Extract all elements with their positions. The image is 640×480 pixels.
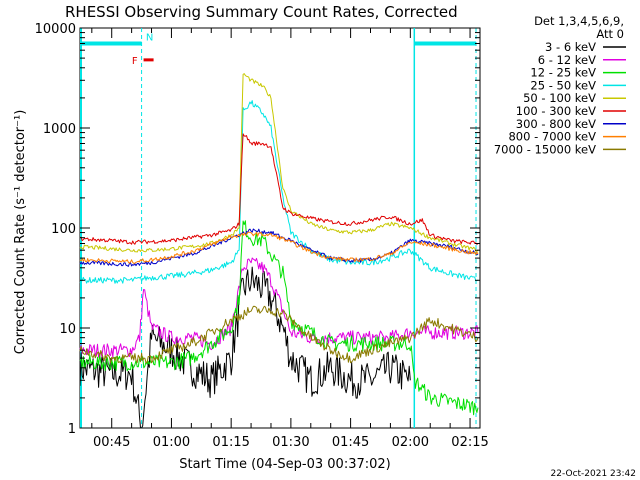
series-line-6 bbox=[79, 133, 479, 245]
y-tick-label: 100 bbox=[51, 222, 76, 237]
x-tick-label: 00:45 bbox=[93, 435, 130, 450]
legend-label: 12 - 25 keV bbox=[530, 66, 596, 80]
x-tick-label: 01:30 bbox=[272, 435, 309, 450]
date-stamp: 22-Oct-2021 23:42 bbox=[551, 469, 636, 479]
chart-title: RHESSI Observing Summary Count Rates, Co… bbox=[65, 3, 458, 21]
series-line-5 bbox=[79, 73, 479, 253]
x-axis-label: Start Time (04-Sep-03 00:37:02) bbox=[179, 457, 390, 472]
x-tick-label: 01:00 bbox=[153, 435, 190, 450]
series-line-4 bbox=[79, 100, 479, 284]
legend-label: 7000 - 15000 keV bbox=[494, 142, 596, 156]
x-tick-label: 01:45 bbox=[332, 435, 369, 450]
legend-header-detectors: Det 1,3,4,5,6,9, bbox=[534, 14, 624, 28]
legend-label: 300 - 800 keV bbox=[516, 117, 596, 131]
series-line-1 bbox=[79, 266, 411, 429]
x-tick-label: 02:00 bbox=[392, 435, 429, 450]
legend-label: 800 - 7000 keV bbox=[508, 130, 596, 144]
y-axis: 1 10 100 1000 10000 bbox=[35, 22, 480, 437]
series-line-8 bbox=[79, 231, 479, 264]
y-tick-label: 10 bbox=[59, 322, 76, 337]
legend-label: 3 - 6 keV bbox=[545, 40, 596, 54]
y-tick-label: 10000 bbox=[35, 22, 76, 37]
y-tick-label: 1000 bbox=[43, 122, 76, 137]
legend-header-attenuator: Att 0 bbox=[596, 27, 624, 41]
orbit-markers: FN bbox=[80, 28, 477, 428]
y-tick-label: 1 bbox=[68, 422, 76, 437]
y-axis-label: Corrected Count Rate (s⁻¹ detector⁻¹) bbox=[13, 110, 28, 355]
flag-n-label: N bbox=[146, 32, 153, 43]
x-tick-label: 02:15 bbox=[451, 435, 488, 450]
legend-label: 6 - 12 keV bbox=[538, 53, 596, 67]
legend-label: 50 - 100 keV bbox=[523, 91, 596, 105]
x-tick-label: 01:15 bbox=[212, 435, 249, 450]
flag-f-label: F bbox=[132, 56, 138, 67]
series-line-7 bbox=[79, 228, 479, 267]
x-axis: 00:45 01:00 01:15 01:30 01:45 02:00 02:15 bbox=[91, 28, 489, 450]
legend-label: 25 - 50 keV bbox=[530, 78, 596, 92]
series-line-2 bbox=[79, 257, 479, 358]
plot-area bbox=[79, 27, 481, 429]
plot-frame bbox=[79, 27, 481, 429]
series-group bbox=[79, 73, 479, 429]
series-line-9 bbox=[79, 305, 479, 364]
legend-label: 100 - 300 keV bbox=[516, 104, 596, 118]
